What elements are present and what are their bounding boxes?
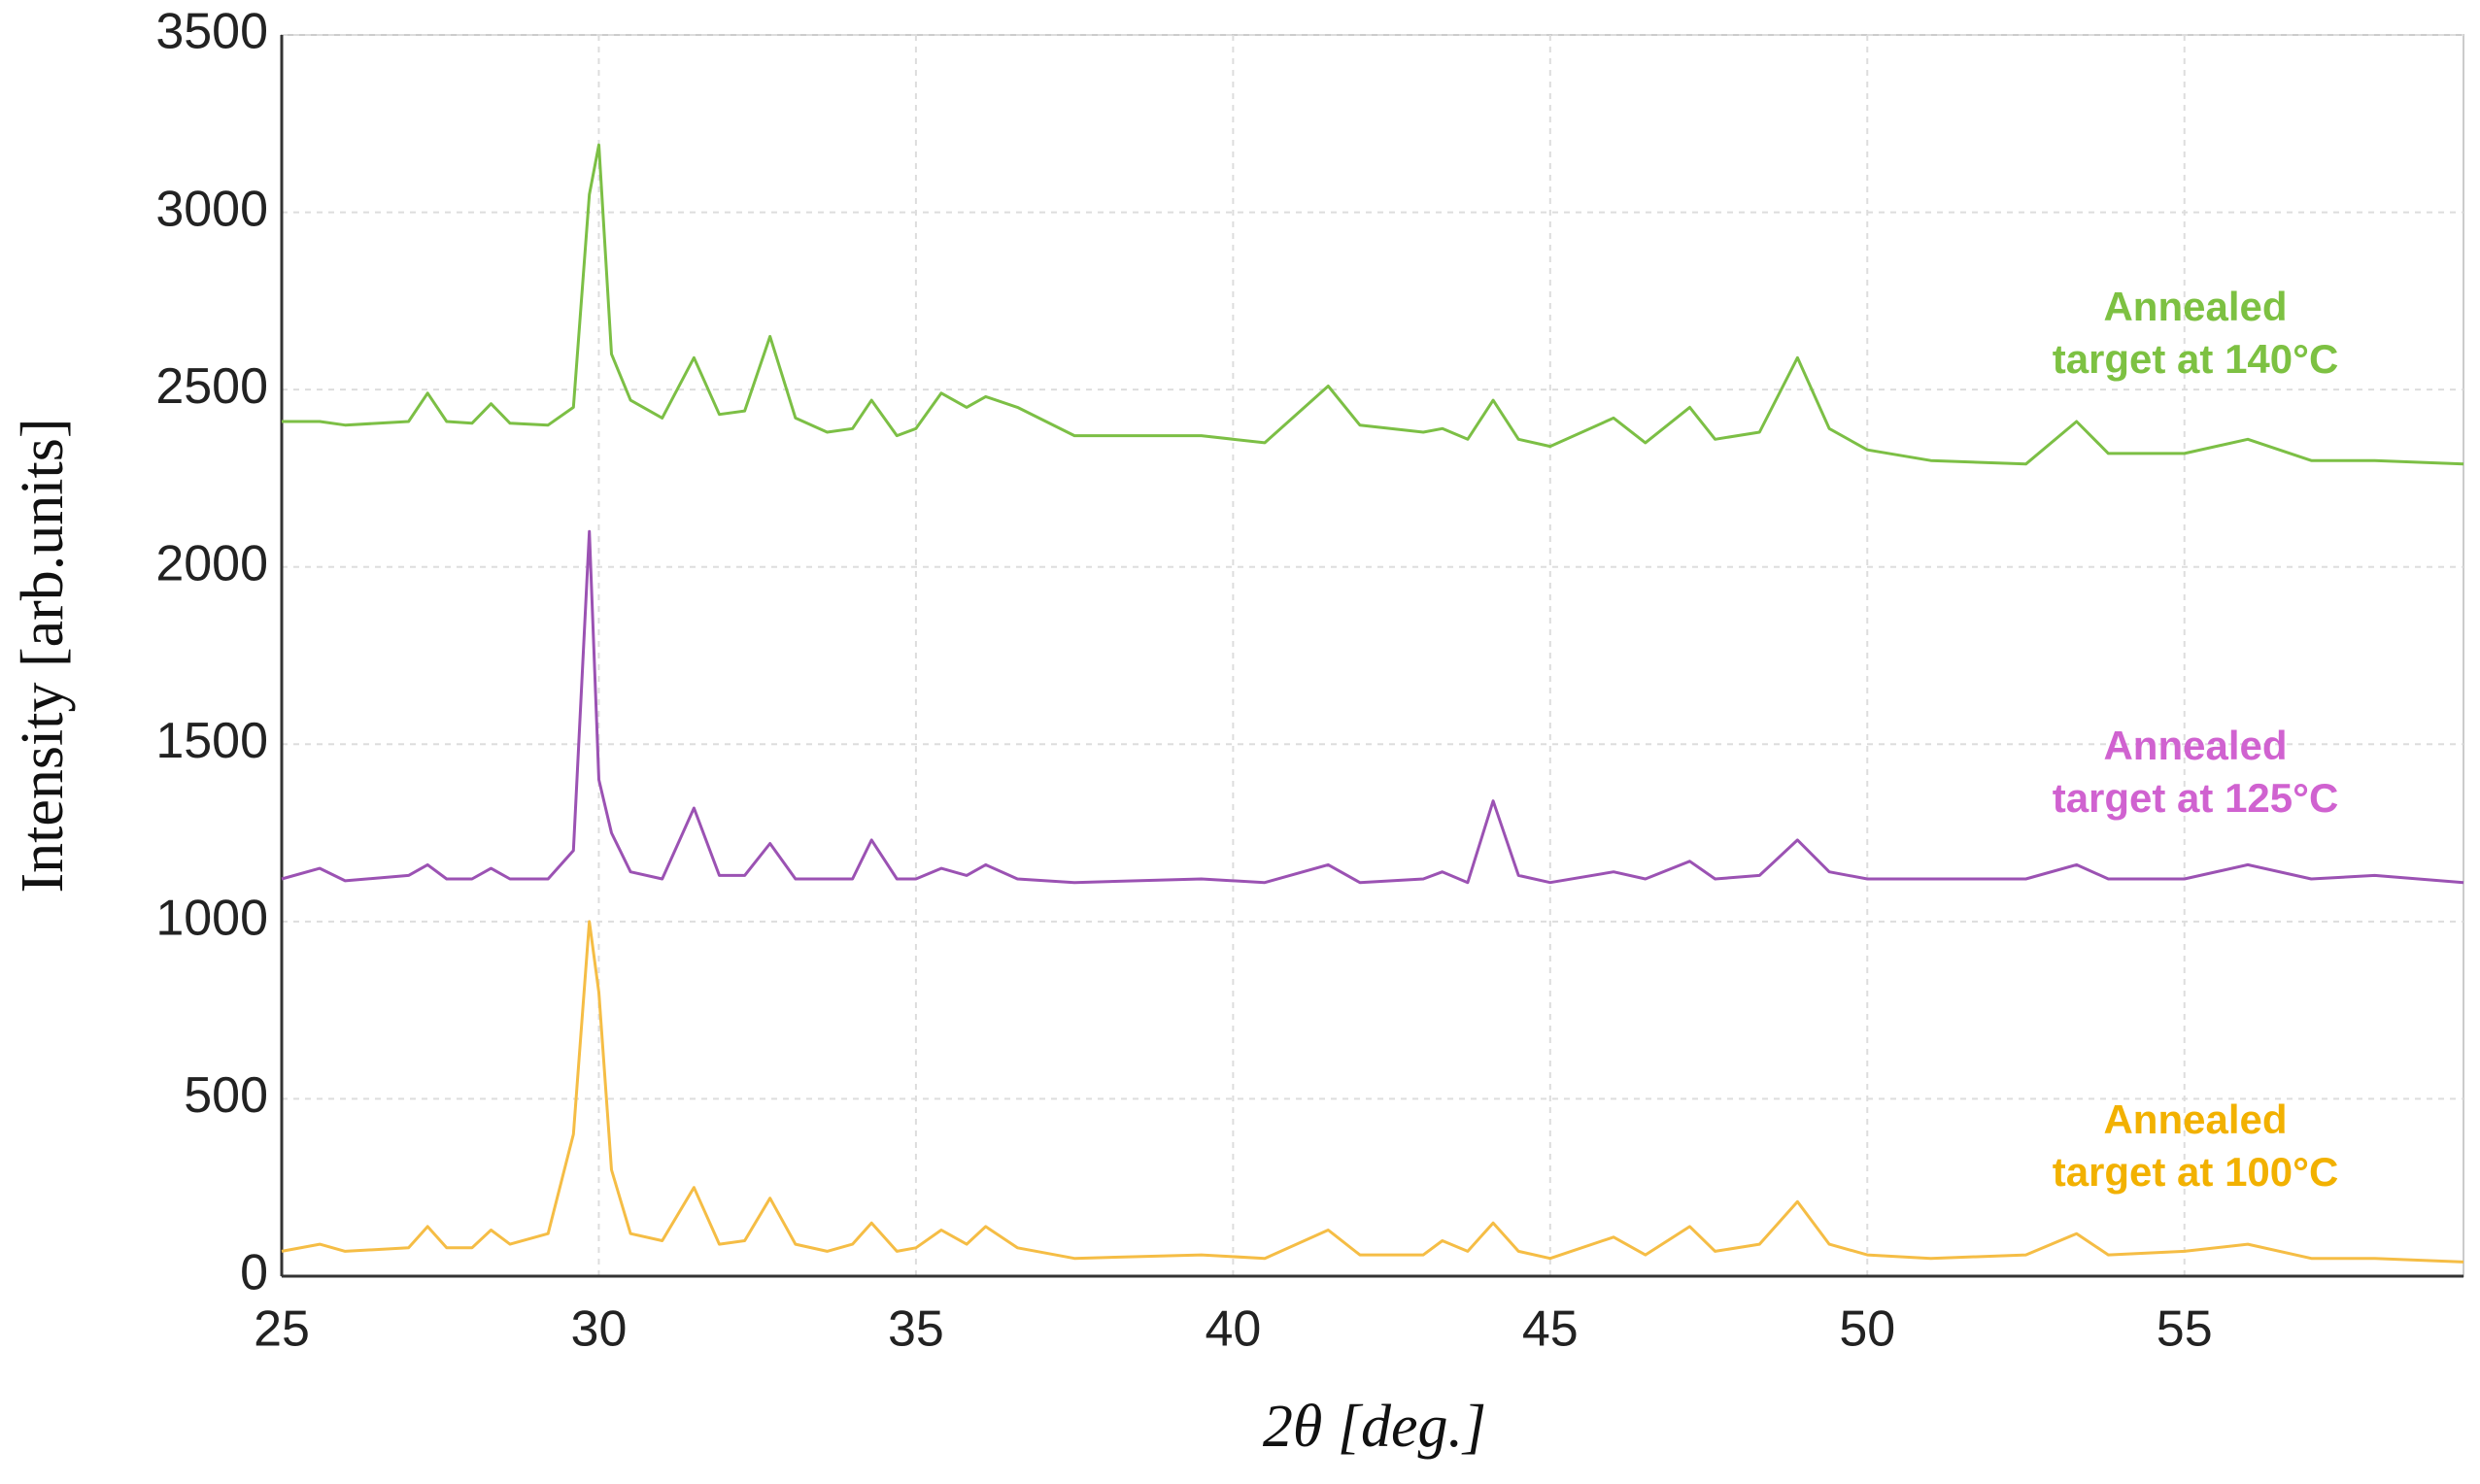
series-label: Annealed	[2103, 723, 2287, 768]
series-label: target at 125°C	[2053, 775, 2339, 821]
y-tick-label: 1500	[155, 713, 268, 769]
x-tick-label: 35	[888, 1301, 944, 1358]
plot-area	[281, 34, 2464, 1277]
series-label: Annealed	[2103, 284, 2287, 329]
data-line	[282, 143, 2464, 466]
x-tick-label: 40	[1205, 1301, 1261, 1358]
x-tick-label: 25	[254, 1301, 310, 1358]
y-tick-label: 500	[184, 1067, 268, 1124]
x-tick-label: 55	[2157, 1301, 2213, 1358]
series-label: target at 100°C	[2053, 1149, 2339, 1195]
data-line	[281, 920, 2464, 1264]
y-tick-label: 2000	[155, 535, 268, 591]
x-tick-label: 45	[1522, 1301, 1579, 1358]
y-tick-label: 3000	[155, 181, 268, 237]
series-label: target at 140°C	[2053, 336, 2339, 382]
y-tick-label: 3500	[155, 4, 268, 60]
x-tick-label: 50	[1839, 1301, 1895, 1358]
x-axis-title: 2θ [deg.]	[1263, 1394, 1486, 1460]
y-axis-title: Intensity [arb.units]	[10, 418, 76, 893]
series-label: Annealed	[2103, 1096, 2287, 1142]
y-tick-label: 2500	[155, 358, 268, 415]
x-tick-label: 30	[571, 1301, 628, 1358]
y-tick-label: 0	[240, 1245, 268, 1301]
y-tick-label: 1000	[155, 891, 268, 947]
data-line	[281, 529, 2464, 885]
